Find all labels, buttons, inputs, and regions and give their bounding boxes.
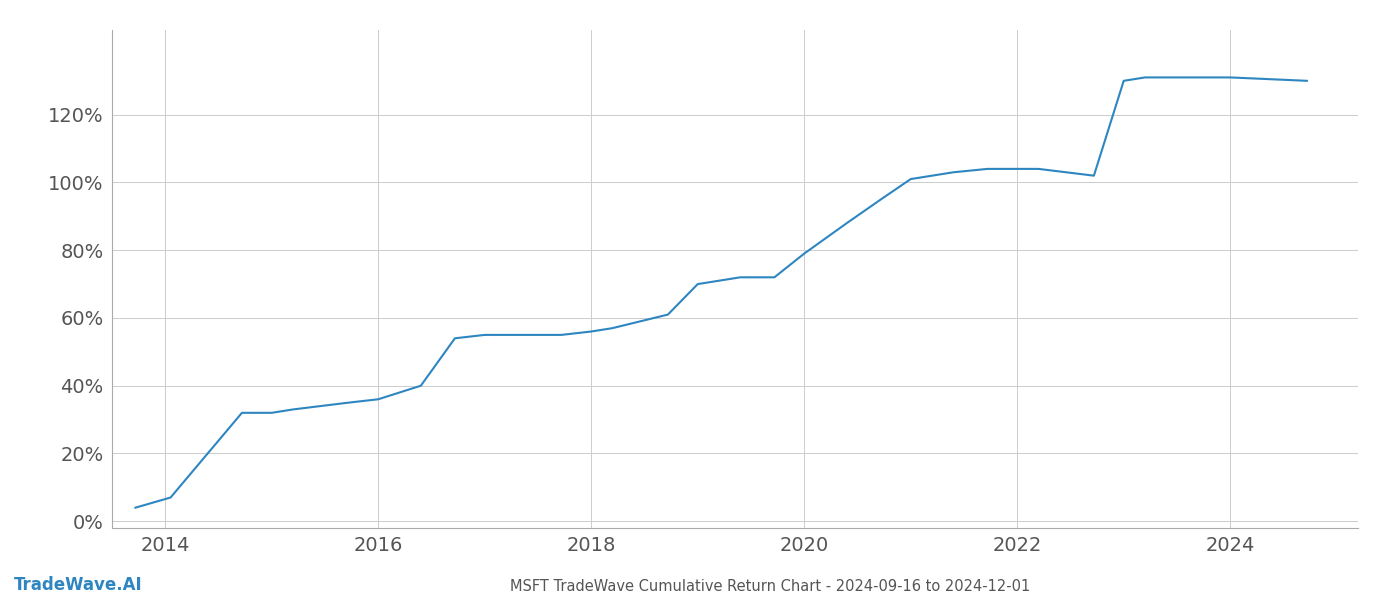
Text: TradeWave.AI: TradeWave.AI: [14, 576, 143, 594]
Text: MSFT TradeWave Cumulative Return Chart - 2024-09-16 to 2024-12-01: MSFT TradeWave Cumulative Return Chart -…: [510, 579, 1030, 594]
